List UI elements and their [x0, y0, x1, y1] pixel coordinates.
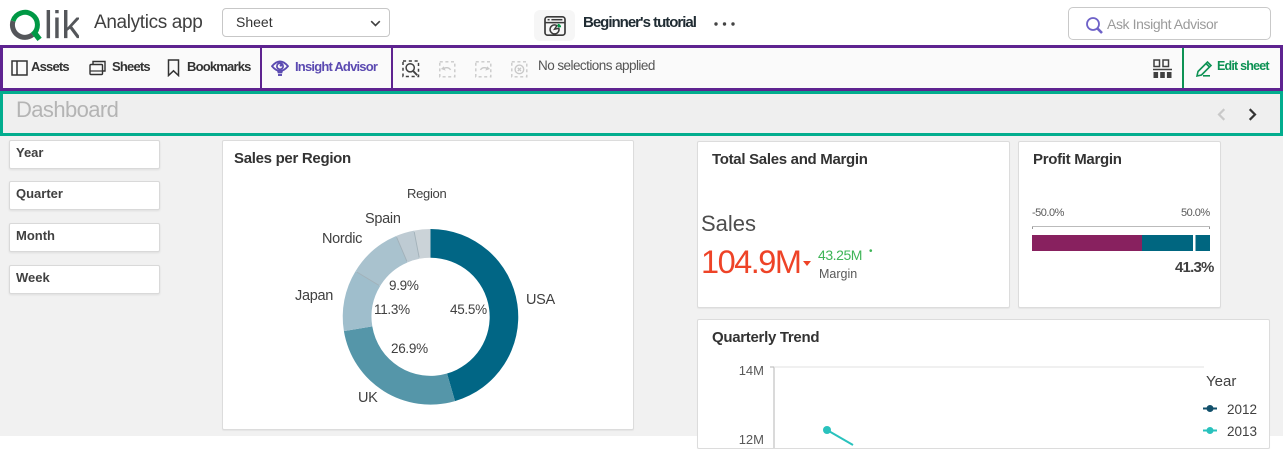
svg-text:Year: Year — [1206, 373, 1236, 390]
svg-text:lik: lik — [44, 8, 79, 42]
svg-text:14M: 14M — [739, 363, 764, 378]
svg-text:2012: 2012 — [1227, 402, 1257, 417]
svg-text:12M: 12M — [739, 432, 764, 447]
svg-text:2013: 2013 — [1227, 424, 1257, 439]
